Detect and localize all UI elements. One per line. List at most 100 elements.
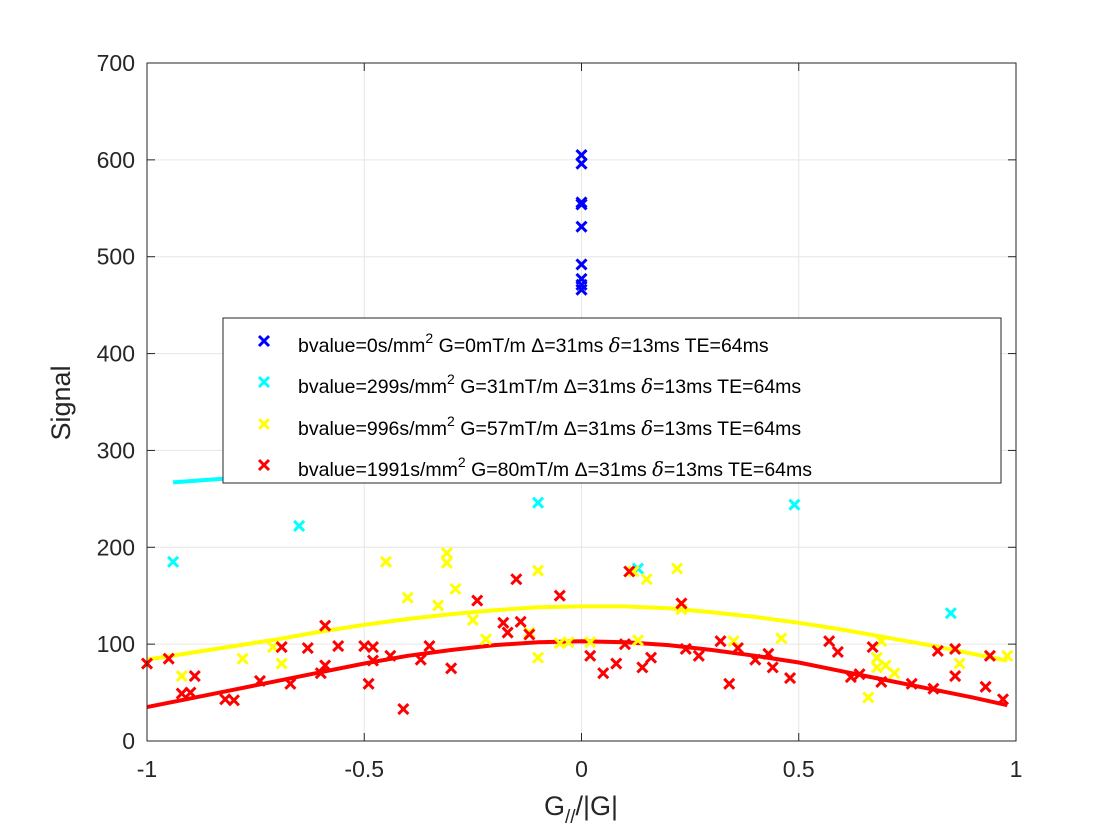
legend-marker-2 <box>257 417 271 431</box>
data-point-series-3 <box>319 619 332 632</box>
data-point-series-3 <box>766 661 779 674</box>
data-point-series-2 <box>175 670 188 683</box>
data-point-series-2 <box>671 562 684 575</box>
data-point-series-3 <box>905 677 918 690</box>
data-point-series-3 <box>636 661 649 674</box>
data-point-series-2 <box>775 632 788 645</box>
y-tick-label: 400 <box>97 341 135 367</box>
y-tick-label: 700 <box>97 50 135 76</box>
legend-entry-1: bvalue=299s/mm2 G=31mT/m Δ=31ms δ=13ms T… <box>298 371 801 398</box>
y-tick-label: 200 <box>97 534 135 560</box>
data-point-series-3 <box>384 649 397 662</box>
data-point-series-3 <box>597 667 610 680</box>
y-axis-ticks: 0 100 200 300 400 500 600 700 <box>97 50 1016 754</box>
data-point-series-3 <box>366 654 380 667</box>
data-point-series-3 <box>644 651 658 664</box>
data-point-series-2 <box>432 599 445 612</box>
legend: bvalue=0s/mm2 G=0mT/m Δ=31ms δ=13ms TE=6… <box>222 317 1002 484</box>
data-point-series-3 <box>983 649 996 662</box>
data-point-series-3 <box>749 653 762 666</box>
data-point-series-3 <box>501 626 514 639</box>
data-point-series-2 <box>401 591 414 604</box>
data-point-series-2 <box>875 635 888 648</box>
data-point-series-0 <box>575 220 588 233</box>
data-point-series-3 <box>284 677 297 690</box>
x-axis-ticks: -1 -0.5 0 0.5 1 <box>137 63 1023 782</box>
data-point-series-2 <box>379 555 393 568</box>
data-point-series-1 <box>293 519 306 533</box>
data-point-series-2 <box>888 667 901 680</box>
data-point-series-2 <box>466 613 479 626</box>
y-tick-label: 0 <box>122 728 135 754</box>
data-point-series-2 <box>440 547 453 560</box>
data-point-series-3 <box>497 616 510 629</box>
x-tick-label: 0.5 <box>783 756 815 782</box>
data-point-series-3 <box>584 649 597 662</box>
data-point-series-3 <box>314 667 327 680</box>
x-tick-label: 0 <box>575 756 588 782</box>
data-point-series-0 <box>575 198 588 211</box>
data-point-series-2 <box>562 636 575 649</box>
data-point-series-3 <box>623 565 636 578</box>
data-point-series-2 <box>531 564 545 577</box>
data-point-series-3 <box>931 644 944 657</box>
data-point-series-2 <box>870 661 884 674</box>
y-tick-label: 600 <box>97 147 135 173</box>
data-point-series-2 <box>640 573 653 586</box>
data-point-series-3 <box>692 649 705 662</box>
data-point-series-3 <box>471 594 484 607</box>
data-point-series-3 <box>731 641 744 655</box>
y-tick-label: 500 <box>97 244 135 270</box>
legend-marker-0 <box>257 334 271 348</box>
data-point-series-1 <box>531 496 545 509</box>
data-point-series-3 <box>875 675 888 688</box>
x-tick-label: 1 <box>1010 756 1023 782</box>
data-point-series-3 <box>510 573 523 586</box>
y-tick-label: 100 <box>97 631 135 657</box>
data-point-series-3 <box>853 668 866 681</box>
legend-marker-3 <box>257 458 271 472</box>
data-point-series-2 <box>275 657 288 670</box>
data-point-series-3 <box>523 628 536 641</box>
data-point-series-3 <box>445 662 458 675</box>
data-point-series-3 <box>188 670 201 683</box>
data-point-series-2 <box>727 635 740 648</box>
data-point-series-2 <box>627 565 640 578</box>
data-point-series-3 <box>679 642 692 656</box>
data-point-series-2 <box>953 657 966 670</box>
data-point-series-3 <box>366 640 380 654</box>
data-point-series-2 <box>440 556 453 569</box>
fit-curve-3 <box>146 639 1008 710</box>
y-tick-label: 300 <box>97 437 135 463</box>
data-point-series-0 <box>575 157 588 170</box>
data-point-series-0 <box>575 258 588 271</box>
data-point-series-2 <box>531 651 545 664</box>
data-point-series-2 <box>236 652 249 665</box>
data-point-series-3 <box>979 680 992 693</box>
data-point-series-2 <box>449 582 462 595</box>
data-point-series-3 <box>762 647 775 660</box>
data-point-series-2 <box>479 633 492 646</box>
legend-entry-0: bvalue=0s/mm2 G=0mT/m Δ=31ms δ=13ms TE=6… <box>298 330 769 357</box>
data-point-series-3 <box>949 642 962 656</box>
data-point-series-3 <box>618 638 632 651</box>
data-point-series-1 <box>788 498 801 511</box>
data-point-series-3 <box>253 674 267 688</box>
data-point-series-3 <box>844 671 857 684</box>
data-point-series-3 <box>423 640 436 653</box>
data-point-series-3 <box>162 652 175 665</box>
data-point-series-2 <box>584 636 597 649</box>
data-point-series-3 <box>332 640 345 653</box>
x-tick-label: -0.5 <box>344 756 384 782</box>
legend-entry-3: bvalue=1991s/mm2 G=80mT/m Δ=31ms δ=13ms … <box>298 454 812 481</box>
y-axis-label: Signal <box>46 365 76 440</box>
data-point-series-3 <box>414 653 427 666</box>
data-point-series-3 <box>275 640 288 654</box>
data-point-series-3 <box>362 677 375 690</box>
data-point-series-1 <box>944 607 957 620</box>
data-point-series-3 <box>927 682 940 695</box>
data-point-series-3 <box>184 686 197 699</box>
data-point-series-3 <box>301 641 314 655</box>
data-point-series-2 <box>862 691 875 704</box>
